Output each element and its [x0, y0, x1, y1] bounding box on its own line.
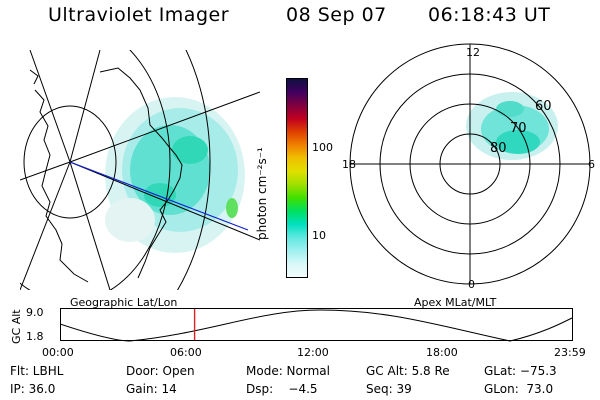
time-label: 06:18:43 UT	[428, 4, 551, 26]
polar-grid	[349, 43, 591, 285]
altitude-curve	[60, 309, 573, 342]
status-seq: Seq: 39	[366, 382, 412, 396]
status-filter: Flt: LBHL	[10, 364, 64, 378]
time-tick-0: 00:00	[42, 346, 74, 359]
mlt-label-6: 6	[588, 158, 595, 171]
colorbar-tick-10: 10	[312, 229, 326, 242]
polar-map: 12 18 6 0 60 70 80	[342, 43, 595, 291]
altitude-ylabel: GC Alt	[10, 309, 23, 344]
geographic-map	[20, 50, 260, 290]
altitude-ytick-min: 1.8	[26, 330, 44, 343]
right-aurora-emission	[466, 92, 558, 160]
left-map-label: Geographic Lat/Lon	[70, 296, 178, 309]
mlt-label-0: 0	[468, 278, 475, 291]
lat-label-70: 70	[510, 121, 527, 136]
lat-label-60: 60	[535, 99, 552, 114]
satellite-track	[69, 161, 249, 231]
time-tick-1: 06:00	[170, 346, 202, 359]
lat-label-80: 80	[490, 141, 507, 156]
colorbar	[286, 78, 308, 278]
colorbar-unit-label: photon cm⁻²s⁻¹	[255, 147, 269, 240]
date-label: 08 Sep 07	[286, 4, 387, 26]
mlt-label-18: 18	[342, 158, 356, 171]
colorbar-tick-100: 100	[312, 141, 333, 154]
status-glat: GLat: −75.3	[484, 364, 557, 378]
instrument-title: Ultraviolet Imager	[48, 4, 230, 26]
left-map-grid	[20, 50, 260, 290]
altitude-ytick-max: 9.0	[26, 306, 44, 319]
status-mode: Mode: Normal	[246, 364, 330, 378]
mlt-label-12: 12	[466, 46, 480, 59]
status-dsp: Dsp: −4.5	[246, 382, 318, 396]
status-gain: Gain: 14	[126, 382, 177, 396]
right-map-label: Apex MLat/MLT	[414, 296, 497, 309]
altitude-plot	[60, 308, 573, 342]
status-door: Door: Open	[126, 364, 195, 378]
coastline	[29, 67, 183, 283]
status-ip: IP: 36.0	[10, 382, 56, 396]
left-aurora-emission	[105, 97, 245, 253]
time-tick-3: 18:00	[426, 346, 458, 359]
status-glon: GLon: 73.0	[484, 382, 554, 396]
time-tick-2: 12:00	[297, 346, 329, 359]
status-gc-alt: GC Alt: 5.8 Re	[366, 364, 450, 378]
time-tick-4: 23:59	[554, 346, 586, 359]
